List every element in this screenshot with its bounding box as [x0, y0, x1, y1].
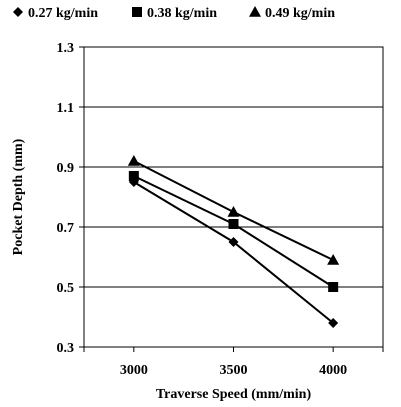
data-point: [227, 206, 240, 217]
legend-marker: [132, 7, 142, 17]
x-axis-ticks: 3000 3500 4000: [83, 347, 384, 378]
x-tick-label: 3500: [220, 363, 248, 378]
series-group: [127, 155, 340, 328]
data-point: [228, 237, 239, 247]
y-axis-title: Pocket Depth (mm): [11, 138, 26, 255]
data-point: [327, 254, 340, 265]
data-point: [128, 171, 139, 181]
x-tick-label: 3000: [120, 363, 148, 378]
y-tick-label: 0.7: [57, 221, 75, 236]
data-point: [328, 282, 339, 292]
series-triangle: [127, 155, 340, 265]
y-tick-label: 1.1: [57, 101, 75, 116]
y-tick-label: 1.3: [57, 41, 75, 56]
legend-item: 0.38 kg/min: [132, 6, 217, 21]
legend-label: 0.27 kg/min: [28, 6, 98, 21]
series-line: [133, 175, 334, 288]
legend-label: 0.38 kg/min: [147, 6, 217, 21]
legend-item: 0.27 kg/min: [13, 6, 98, 21]
data-point: [328, 318, 339, 328]
legend-marker: [249, 6, 261, 17]
legend-label: 0.49 kg/min: [265, 6, 335, 21]
data-point: [127, 155, 140, 166]
x-axis-title: Traverse Speed (mm/min): [156, 387, 312, 402]
x-tick-label: 4000: [319, 363, 347, 378]
y-tick-label: 0.3: [57, 341, 75, 356]
data-point: [228, 219, 239, 229]
series-line: [133, 181, 334, 324]
y-tick-label: 0.9: [57, 161, 75, 176]
y-tick-label: 0.5: [57, 281, 75, 296]
gridlines: [84, 46, 383, 348]
legend-marker: [13, 7, 23, 17]
legend-item: 0.49 kg/min: [249, 6, 335, 21]
series-square: [128, 171, 339, 292]
y-axis-ticks: 0.3 0.5 0.7 0.9 1.1 1.3: [57, 41, 84, 356]
legend: 0.27 kg/min 0.38 kg/min 0.49 kg/min: [13, 6, 335, 21]
plot-area: [83, 46, 384, 348]
series-diamond: [128, 177, 339, 328]
